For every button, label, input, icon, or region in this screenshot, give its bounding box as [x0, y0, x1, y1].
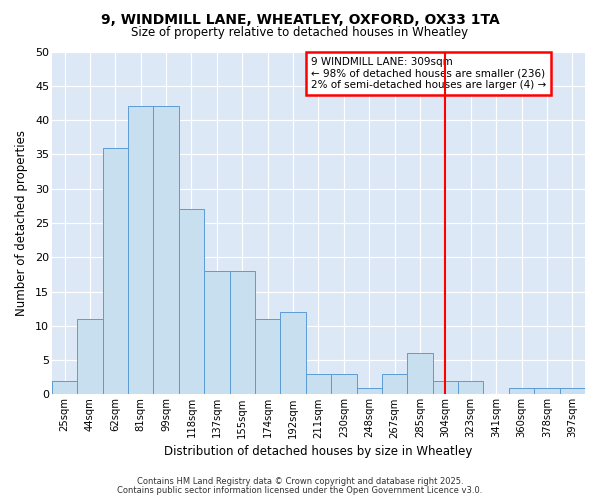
- Bar: [154, 106, 179, 395]
- Bar: [433, 380, 458, 394]
- Y-axis label: Number of detached properties: Number of detached properties: [15, 130, 28, 316]
- Text: Contains HM Land Registry data © Crown copyright and database right 2025.: Contains HM Land Registry data © Crown c…: [137, 477, 463, 486]
- Bar: [560, 388, 585, 394]
- Bar: [306, 374, 331, 394]
- Bar: [77, 319, 103, 394]
- Bar: [103, 148, 128, 394]
- Bar: [52, 380, 77, 394]
- Bar: [382, 374, 407, 394]
- Bar: [407, 354, 433, 395]
- Bar: [534, 388, 560, 394]
- Bar: [331, 374, 356, 394]
- Bar: [280, 312, 306, 394]
- Bar: [204, 271, 230, 394]
- Text: 9 WINDMILL LANE: 309sqm
← 98% of detached houses are smaller (236)
2% of semi-de: 9 WINDMILL LANE: 309sqm ← 98% of detache…: [311, 57, 546, 90]
- Bar: [356, 388, 382, 394]
- Bar: [230, 271, 255, 394]
- Text: Size of property relative to detached houses in Wheatley: Size of property relative to detached ho…: [131, 26, 469, 39]
- Bar: [458, 380, 484, 394]
- Text: Contains public sector information licensed under the Open Government Licence v3: Contains public sector information licen…: [118, 486, 482, 495]
- X-axis label: Distribution of detached houses by size in Wheatley: Distribution of detached houses by size …: [164, 444, 473, 458]
- Bar: [509, 388, 534, 394]
- Bar: [128, 106, 154, 395]
- Bar: [255, 319, 280, 394]
- Text: 9, WINDMILL LANE, WHEATLEY, OXFORD, OX33 1TA: 9, WINDMILL LANE, WHEATLEY, OXFORD, OX33…: [101, 12, 499, 26]
- Bar: [179, 209, 204, 394]
